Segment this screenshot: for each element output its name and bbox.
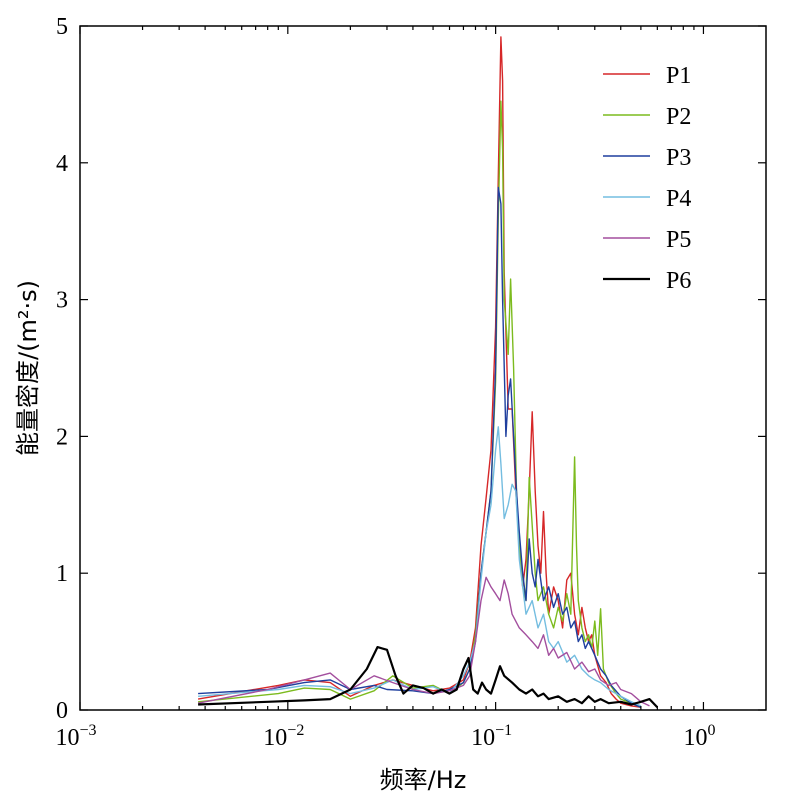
- plot-lines: [197, 36, 659, 709]
- y-tick-label: 0: [56, 698, 68, 724]
- plot-frame: [79, 25, 767, 711]
- series-line-p6: [198, 646, 659, 709]
- y-tick-label: 2: [56, 424, 68, 450]
- x-tick-label: 100: [683, 722, 715, 751]
- tick-labels: 10−3 10−2 10−1 100 0 1 2 3 4 5: [55, 14, 715, 751]
- legend-label-p2: P2: [666, 104, 691, 130]
- legend: P1 P2 P3 P4 P5 P6: [603, 63, 691, 294]
- series-line-p3: [198, 186, 642, 708]
- x-tick-label: 10−1: [471, 722, 512, 751]
- series-line-p1: [197, 36, 642, 708]
- legend-label-p3: P3: [666, 145, 691, 171]
- y-tick-label: 3: [56, 288, 68, 314]
- x-axis-label: 频率/Hz: [380, 766, 467, 794]
- x-tick-label: 10−2: [263, 722, 304, 751]
- axis-ticks: [79, 25, 766, 711]
- legend-label-p1: P1: [666, 63, 691, 89]
- y-axis-label: 能量密度/(m²·s): [14, 280, 42, 456]
- x-tick-label: 10−3: [55, 722, 96, 751]
- y-tick-label: 1: [56, 561, 68, 587]
- series-line-p5: [197, 576, 650, 707]
- y-tick-label: 4: [56, 151, 68, 177]
- legend-label-p5: P5: [666, 227, 691, 253]
- legend-label-p4: P4: [666, 186, 691, 212]
- legend-label-p6: P6: [666, 268, 691, 294]
- y-tick-label: 5: [56, 14, 68, 40]
